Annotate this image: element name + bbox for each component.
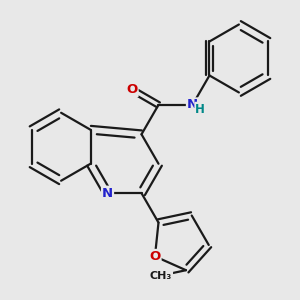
Text: N: N [102,187,113,200]
Text: N: N [187,98,198,111]
Text: H: H [195,103,205,116]
Text: O: O [126,83,138,96]
Text: CH₃: CH₃ [150,271,172,281]
Text: O: O [149,250,161,263]
